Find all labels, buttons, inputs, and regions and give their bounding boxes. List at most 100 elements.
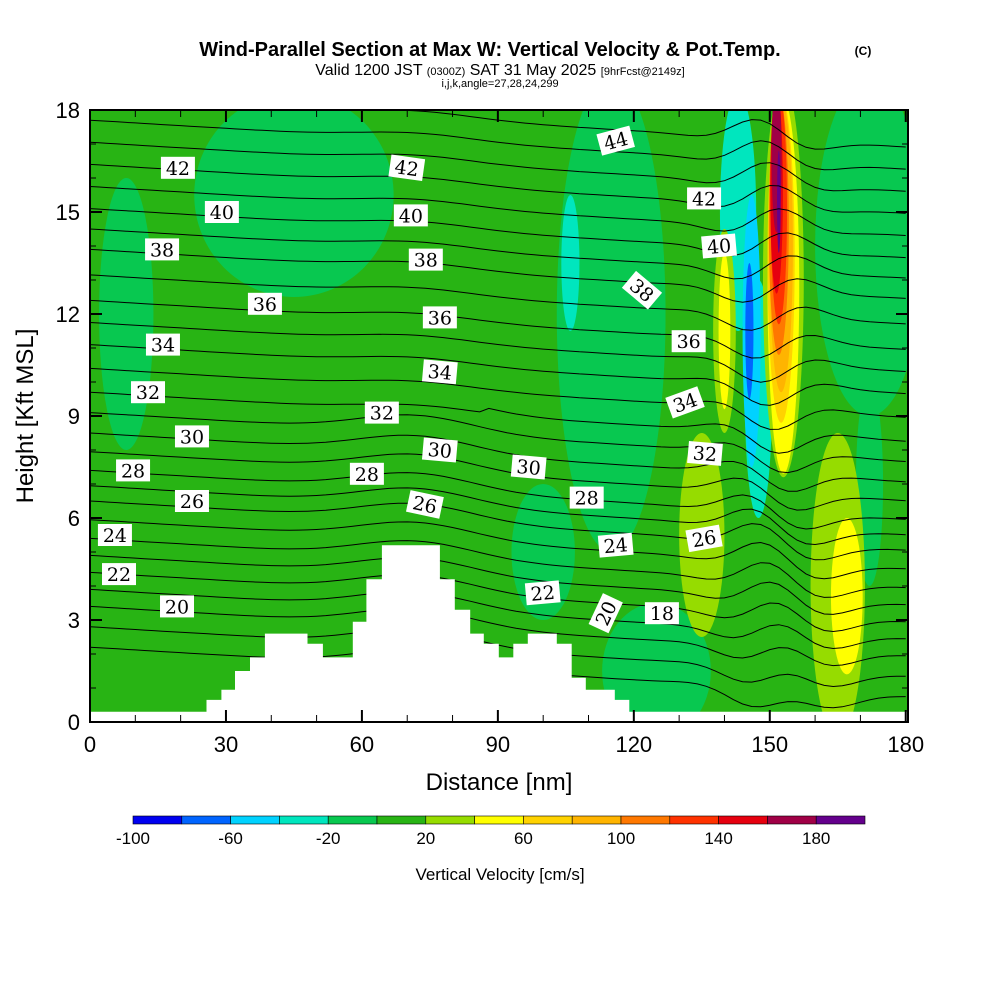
contour-label-text: 24 [603, 534, 629, 558]
isentrope-line [90, 519, 906, 580]
colorbar-swatch [132, 815, 183, 825]
isentrope-line [90, 367, 906, 430]
isentrope-line [90, 163, 906, 214]
y-tick-label: 0 [68, 710, 80, 735]
colorbar-swatch [571, 815, 622, 825]
isentrope-line [90, 571, 906, 633]
terrain [90, 545, 908, 722]
contour-label-text: 30 [427, 439, 453, 463]
contour-label: 38 [408, 248, 443, 272]
contour-label: 36 [671, 330, 706, 353]
colorbar-swatch [474, 815, 524, 825]
colorbar-swatch [669, 815, 719, 825]
isentrope-line [90, 119, 906, 171]
contour-label: 40 [393, 204, 428, 227]
contour-label-text: 18 [650, 603, 674, 625]
contour-label: 30 [510, 454, 547, 480]
colorbar-tick-label: -60 [218, 829, 243, 848]
contour-label: 40 [701, 233, 737, 259]
x-tick-label: 90 [486, 732, 510, 757]
copyright-mark: (C) [855, 44, 872, 58]
contour-label-text: 28 [121, 460, 145, 482]
contour-label: 18 [644, 602, 679, 625]
contour-label: 32 [131, 381, 166, 404]
colorbar-swatch [718, 815, 768, 825]
velocity-region [556, 110, 666, 552]
contour-label: 22 [102, 563, 137, 586]
contour-label-text: 34 [427, 361, 453, 385]
contour-label-text: 36 [428, 307, 452, 329]
contour-label: 32 [364, 401, 399, 425]
contour-label-text: 28 [575, 488, 599, 510]
contour-label-text: 26 [411, 492, 439, 519]
isentrope-line [90, 248, 906, 303]
isentrope-line [90, 344, 906, 406]
contour-label: 30 [421, 437, 458, 463]
contour-label: 40 [204, 201, 239, 224]
colorbar-swatch [620, 815, 671, 825]
x-tick-label: 150 [751, 732, 788, 757]
contour-label: 42 [388, 154, 426, 181]
velocity-region [718, 252, 731, 410]
plot-area: 42 40 38 36 34 32 30 28 26 24 22 20 42 40 38 36 34 32 30 28… [90, 110, 908, 722]
x-tick-label: 180 [887, 732, 924, 757]
contour-label-text: 22 [107, 564, 131, 586]
y-tick-label: 9 [68, 404, 80, 429]
contour-label: 28 [349, 462, 384, 486]
colorbar-swatch [523, 815, 573, 825]
contour-label-text: 24 [103, 525, 127, 547]
velocity-region [830, 518, 863, 675]
isentrope-line [90, 299, 906, 359]
contour-label: 24 [597, 532, 634, 558]
contour-label: 42 [160, 156, 195, 180]
contour-label-text: 26 [180, 491, 204, 513]
contour-label-text: 20 [165, 596, 189, 618]
isentrope-line [90, 605, 906, 667]
contour-label-text: 40 [706, 235, 732, 259]
velocity-region [777, 150, 781, 253]
contour-label: 38 [145, 238, 180, 261]
y-tick-label: 15 [56, 200, 80, 225]
y-tick-label: 3 [68, 608, 80, 633]
contour-label: 34 [145, 333, 180, 357]
contour-label-text: 26 [690, 526, 718, 552]
contour-label-text: 40 [399, 205, 423, 227]
colorbar-swatch [230, 815, 280, 825]
colorbar-swatch [279, 815, 329, 825]
colorbar-swatch [376, 815, 427, 825]
colorbar-swatch [767, 815, 817, 825]
x-tick-label: 30 [214, 732, 238, 757]
isentrope-line [90, 186, 906, 236]
velocity-region [99, 178, 154, 450]
subtitle: Valid 1200 JST (0300Z) SAT 31 May 2025 [… [315, 62, 684, 79]
contour-label-text: 34 [151, 335, 175, 357]
contour-label-text: 42 [166, 158, 190, 180]
isentrope-line [90, 554, 906, 615]
colorbar-swatch [181, 815, 231, 825]
contour-label: 30 [174, 425, 209, 448]
contour-label-text: 28 [355, 464, 379, 486]
contour-label: 26 [685, 524, 723, 552]
isentrope-line [90, 500, 906, 561]
contour-label-text: 42 [393, 156, 420, 181]
y-tick-label: 18 [56, 98, 80, 123]
forecast-info: [9hrFcst@2149z] [601, 66, 685, 78]
colorbar-tick-label: -20 [316, 829, 341, 848]
valid-time: Valid 1200 JST [315, 62, 423, 79]
isentrope-line [90, 432, 906, 492]
contour-label-text: 30 [180, 426, 204, 448]
contour-label-text: 38 [150, 239, 174, 261]
y-axis-label: Height [Kft MSL] [12, 329, 39, 504]
isentrope-line [90, 469, 906, 530]
velocity-region [745, 263, 754, 399]
velocity-region [602, 603, 711, 722]
contour-labels: 42 40 38 36 34 32 30 28 26 24 22 20 42 40 38 36 34 32 30 28… [97, 125, 737, 634]
colorbar-tick-label: -100 [116, 829, 150, 848]
contour-label-text: 36 [677, 331, 701, 353]
contour-label-text: 32 [370, 403, 394, 425]
contour-label: 42 [687, 187, 722, 210]
x-tick-label: 120 [615, 732, 652, 757]
contour-label: 36 [422, 306, 457, 329]
